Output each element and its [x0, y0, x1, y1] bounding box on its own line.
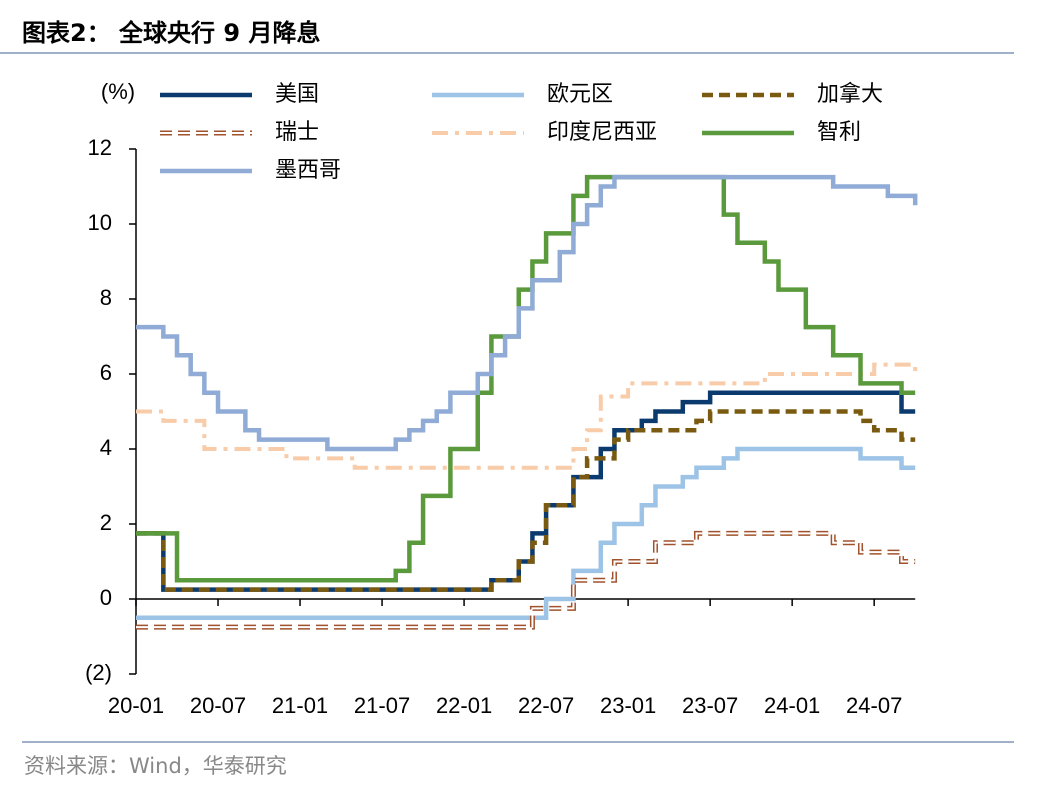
x-tick-label: 22-01 — [436, 693, 492, 718]
y-tick-label: 10 — [88, 210, 112, 235]
y-tick-label: 0 — [100, 585, 112, 610]
series-line — [136, 174, 916, 583]
series-line-inner — [136, 532, 916, 629]
legend-label: 智利 — [817, 120, 861, 145]
x-tick-label: 22-07 — [518, 693, 574, 718]
series-line — [136, 446, 916, 620]
x-tick-label: 21-07 — [354, 693, 410, 718]
y-tick-label: 6 — [100, 360, 112, 385]
x-tick-label: 20-01 — [108, 693, 164, 718]
legend-label: 印度尼西亚 — [547, 120, 657, 145]
series-line — [136, 409, 916, 592]
legend-label: 加拿大 — [817, 81, 883, 107]
chart-title: 图表2： 全球央行 9 月降息 — [22, 19, 320, 47]
series-line — [136, 174, 918, 452]
source-note: 资料来源：Wind，华泰研究 — [24, 754, 287, 778]
y-tick-label: 2 — [100, 510, 112, 535]
x-tick-label: 21-01 — [272, 693, 328, 718]
y-axis-unit: (%) — [101, 79, 135, 104]
y-tick-label: 8 — [100, 285, 112, 310]
legend-label: 欧元区 — [547, 82, 613, 107]
x-tick-label: 24-07 — [846, 693, 902, 718]
series-line — [136, 362, 918, 470]
y-tick-label: 12 — [88, 135, 112, 160]
legend-label: 墨西哥 — [275, 158, 341, 183]
y-tick-label: (2) — [85, 660, 112, 685]
x-tick-label: 20-07 — [190, 693, 246, 718]
x-tick-label: 23-07 — [682, 693, 738, 718]
legend-label: 美国 — [275, 82, 319, 107]
legend-label: 瑞士 — [275, 120, 319, 145]
series-line — [136, 390, 916, 592]
y-tick-label: 4 — [100, 435, 112, 460]
x-tick-label: 24-01 — [764, 693, 820, 718]
x-tick-label: 23-01 — [600, 693, 656, 718]
